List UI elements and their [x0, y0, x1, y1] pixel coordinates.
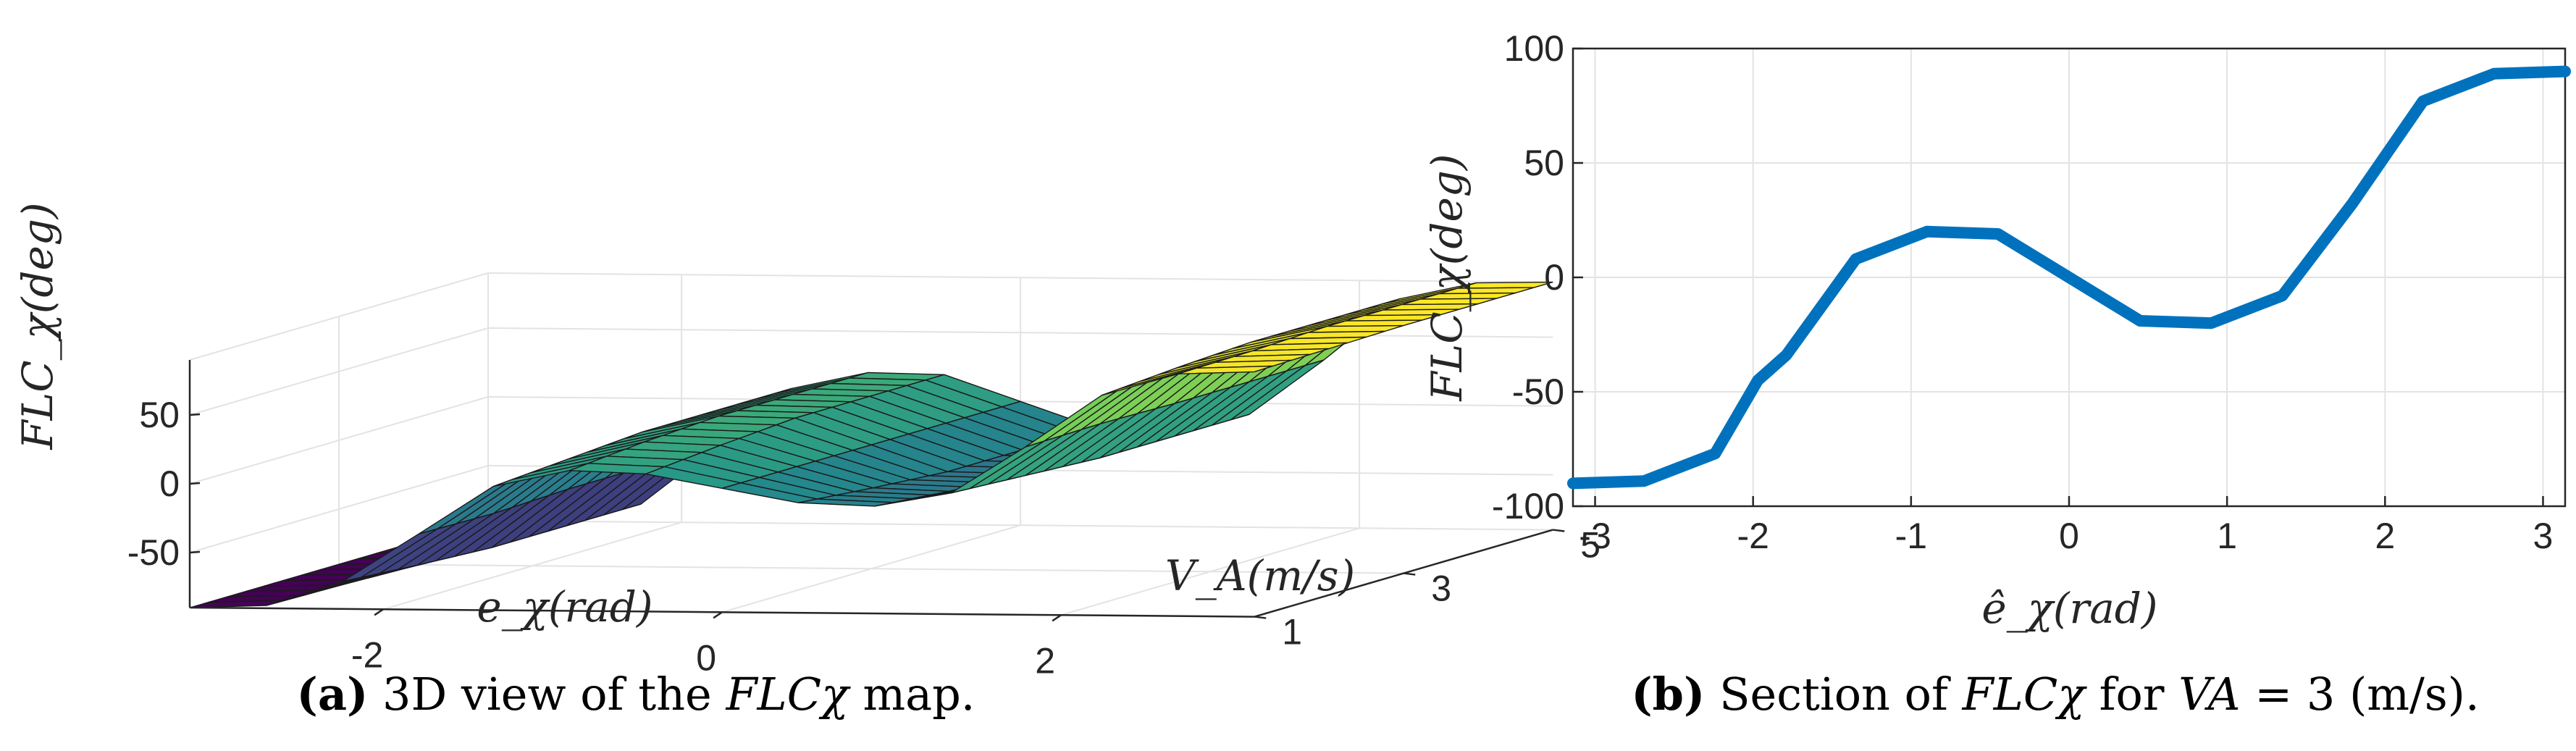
x-tick-label: 0	[696, 637, 716, 678]
x-tick-mark	[1052, 614, 1062, 622]
x-tick-label: -3	[1579, 516, 1611, 556]
z-tick-mark	[189, 482, 201, 485]
box-edge	[487, 272, 1553, 283]
x-tick-label: -2	[1737, 516, 1769, 556]
x-tick-label: 2	[2375, 516, 2395, 556]
y-tick-label: 50	[1524, 143, 1564, 183]
z-tick-label: 50	[139, 395, 180, 435]
x-axis-label: ê_χ(rad)	[1981, 584, 2157, 633]
x-tick-mark	[374, 608, 384, 616]
x-axis-label: e_χ(rad)	[477, 582, 653, 632]
grid-line	[338, 563, 1404, 574]
x-tick-label: 3	[2533, 516, 2554, 556]
caption-b-tail: = 3 (m/s).	[2241, 668, 2480, 721]
y-axis-label: FLC_χ(deg)	[1422, 154, 1472, 401]
surface-axes	[188, 360, 1565, 622]
y-tick-label: 0	[1544, 257, 1564, 298]
surface-plot-panel: -2 0 2 1 3 5 50 0 -50 e_χ(rad) V_A(m/s) …	[13, 202, 1600, 681]
x-tick-label: -1	[1895, 516, 1927, 556]
grid-line	[487, 520, 1553, 531]
z-tick-label: 0	[159, 463, 180, 504]
z-tick-mark	[189, 413, 201, 416]
surface-mesh	[189, 281, 1553, 608]
x-tick-label: -2	[351, 634, 383, 675]
surface-patch	[1177, 365, 1274, 374]
z-tick-mark	[189, 550, 201, 554]
x-tick-label: 2	[1035, 640, 1055, 681]
caption-a-label: (a)	[296, 668, 368, 721]
x-tick-label: 1	[2217, 516, 2237, 556]
section-plot-panel: -3 -2 -1 0 1 2 3 100 50 0 -50 -100 ê_χ(r…	[1422, 28, 2571, 633]
caption-a-text: 3D view of the	[368, 668, 726, 721]
y-tick-mark	[1553, 529, 1565, 532]
y-tick-label: 3	[1431, 569, 1451, 609]
series-line	[1567, 65, 2571, 490]
z-tick-label: -50	[127, 532, 180, 573]
z-axis-label: FLC_χ(deg)	[13, 202, 62, 450]
tick-marks	[1573, 47, 2544, 508]
caption-b-label: (b)	[1631, 668, 1705, 721]
y-tick-mark	[1404, 572, 1416, 576]
caption-b-mid: for	[2085, 668, 2178, 721]
caption-b-math: FLCχ	[1962, 668, 2088, 721]
y-tick-mark	[1254, 616, 1267, 619]
x-tick-mark	[713, 611, 723, 619]
y-axis-label: V_A(m/s)	[1165, 551, 1355, 600]
caption-b: (b) Section of FLCχ for VA = 3 (m/s).	[1631, 668, 2479, 721]
box-edge	[189, 272, 489, 361]
y-tick-label: 5	[1580, 525, 1600, 566]
x-tick-label: 0	[2059, 516, 2079, 556]
caption-a-tail: map.	[849, 668, 976, 721]
caption-b-math2: VA	[2178, 668, 2240, 721]
caption-a: (a) 3D view of the FLCχ map.	[296, 668, 975, 721]
caption-b-text: Section of	[1705, 668, 1962, 721]
y-tick-label: -50	[1512, 372, 1564, 412]
y-tick-label: 1	[1282, 612, 1302, 653]
y-tick-label: -100	[1492, 486, 1564, 526]
caption-a-math: FLCχ	[725, 668, 851, 721]
y-tick-label: 100	[1504, 28, 1564, 69]
